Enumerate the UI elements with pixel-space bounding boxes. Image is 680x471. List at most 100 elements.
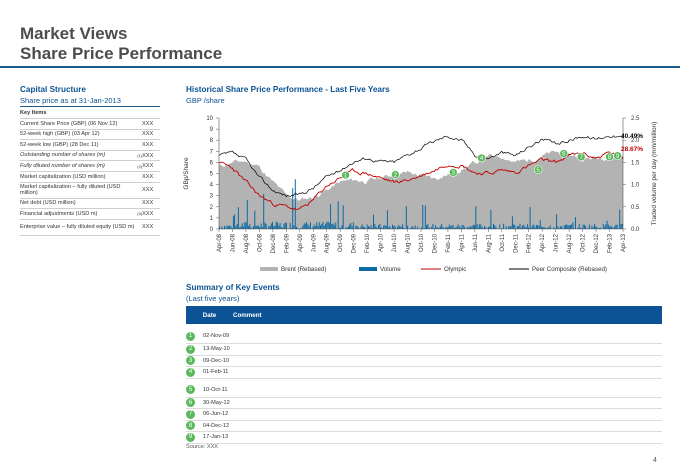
x-tick-label: Feb-09 — [284, 233, 290, 253]
volume-bar — [605, 224, 607, 229]
volume-bar — [484, 225, 486, 229]
volume-bar — [559, 226, 561, 229]
capital-structure-value: XXX — [142, 187, 154, 194]
volume-bar — [335, 222, 337, 229]
volume-bar — [490, 209, 492, 229]
volume-bar — [240, 226, 242, 229]
footnote-marker: (1) — [137, 153, 143, 159]
event-number-badge: 1 — [186, 331, 195, 341]
volume-bar — [538, 225, 540, 229]
volume-bar — [307, 224, 309, 229]
key-events-header-row: Date Comment — [186, 306, 662, 324]
volume-bar — [345, 227, 347, 229]
event-number-badge: 3 — [186, 356, 195, 366]
capital-structure-divider — [20, 106, 160, 107]
volume-bar — [283, 223, 285, 229]
volume-bar — [376, 227, 378, 229]
volume-bar — [561, 226, 563, 229]
volume-bar — [279, 223, 281, 229]
legend-label: Volume — [380, 266, 401, 273]
key-event-row: 2 13-May-10 — [186, 344, 662, 356]
event-number-badge: 6 — [186, 398, 195, 408]
volume-bar — [251, 228, 253, 229]
event-date: 17-Jan-13 — [203, 434, 229, 441]
volume-bar — [566, 224, 568, 229]
event-marker — [477, 153, 486, 163]
y-tick-label: 8 — [210, 138, 214, 144]
key-events-title: Summary of Key Events — [186, 283, 280, 292]
x-tick-label: Apr-10 — [379, 233, 385, 252]
volume-bar — [285, 222, 287, 229]
event-marker-label: 3 — [452, 171, 456, 177]
event-marker — [533, 165, 543, 174]
volume-bar — [322, 221, 324, 229]
volume-bar — [431, 227, 433, 229]
volume-bar — [553, 227, 555, 229]
y-tick-label: 9 — [210, 127, 214, 133]
volume-bar — [250, 227, 252, 229]
capital-structure-row: Fully diluted number of shares (m) (2) XXX — [20, 161, 160, 172]
volume-bar — [350, 222, 352, 229]
volume-bar — [370, 225, 372, 229]
volume-bar — [274, 225, 276, 229]
volume-bar — [487, 227, 489, 229]
volume-bar — [621, 224, 623, 229]
legend-swatch — [260, 267, 278, 271]
capital-structure-row: 52-week high (GBP) (03 Apr 12) XXX — [20, 130, 160, 141]
volume-bar — [284, 222, 286, 229]
page-number: 4 — [653, 457, 657, 464]
volume-bar — [532, 225, 534, 229]
event-marker — [613, 151, 622, 161]
capital-structure-value: XXX — [142, 200, 154, 207]
x-tick-label: Aug-10 — [406, 233, 412, 253]
capital-structure-value: XXX — [142, 141, 154, 148]
volume-bar — [591, 225, 593, 229]
volume-bar — [471, 226, 473, 229]
volume-bar — [609, 226, 611, 229]
volume-bars — [219, 179, 623, 229]
volume-bar — [428, 227, 430, 229]
volume-bar — [597, 228, 599, 229]
volume-bar — [332, 223, 334, 229]
volume-bar — [442, 227, 444, 229]
volume-bar — [580, 227, 582, 229]
capital-structure-row: Enterprise value – fully diluted equity … — [20, 220, 160, 236]
x-tick-label: Jun-12 — [554, 233, 560, 252]
key-event-row: 1 02-Nov-09 — [186, 329, 662, 344]
volume-bar — [583, 224, 585, 229]
volume-bar — [265, 224, 267, 229]
key-event-row: 9 17-Jan-13 — [186, 432, 662, 444]
volume-bar — [515, 228, 517, 229]
capital-structure-label: Market capitalization (USD million) — [20, 173, 106, 180]
volume-bar — [224, 225, 225, 229]
volume-bar — [337, 201, 339, 229]
event-date: 30-May-12 — [203, 399, 230, 406]
volume-bar — [463, 226, 465, 229]
key-events-table: Date Comment 1 02-Nov-09 2 13-May-10 3 09-Dec… — [186, 306, 662, 444]
volume-bar — [234, 214, 236, 229]
volume-bar — [437, 227, 439, 229]
x-tick-label: Jun-08 — [230, 233, 236, 252]
volume-bar — [421, 227, 422, 229]
volume-bar — [505, 226, 507, 229]
volume-bar — [301, 228, 303, 229]
volume-bar — [491, 227, 493, 229]
volume-bar — [499, 224, 501, 229]
capital-structure-title: Capital Structure — [20, 85, 86, 94]
volume-bar — [318, 222, 320, 229]
volume-bar — [349, 224, 350, 229]
y2-tick-label: 2.5 — [631, 116, 640, 122]
volume-bar — [341, 225, 343, 229]
x-tick-label: Feb-11 — [446, 233, 452, 252]
volume-bar — [423, 228, 425, 229]
volume-bar — [342, 205, 344, 229]
olympic-line — [218, 151, 624, 211]
key-items-header: Key Items — [20, 109, 47, 116]
capital-structure-label: Current Share Price (GBP) (06 Nov 12) — [20, 120, 118, 127]
event-date: 01-Feb-11 — [203, 369, 229, 376]
volume-bar — [296, 226, 297, 229]
volume-bar — [230, 226, 232, 229]
volume-bar — [563, 225, 565, 229]
volume-bar — [558, 228, 560, 229]
volume-bar — [426, 225, 428, 229]
